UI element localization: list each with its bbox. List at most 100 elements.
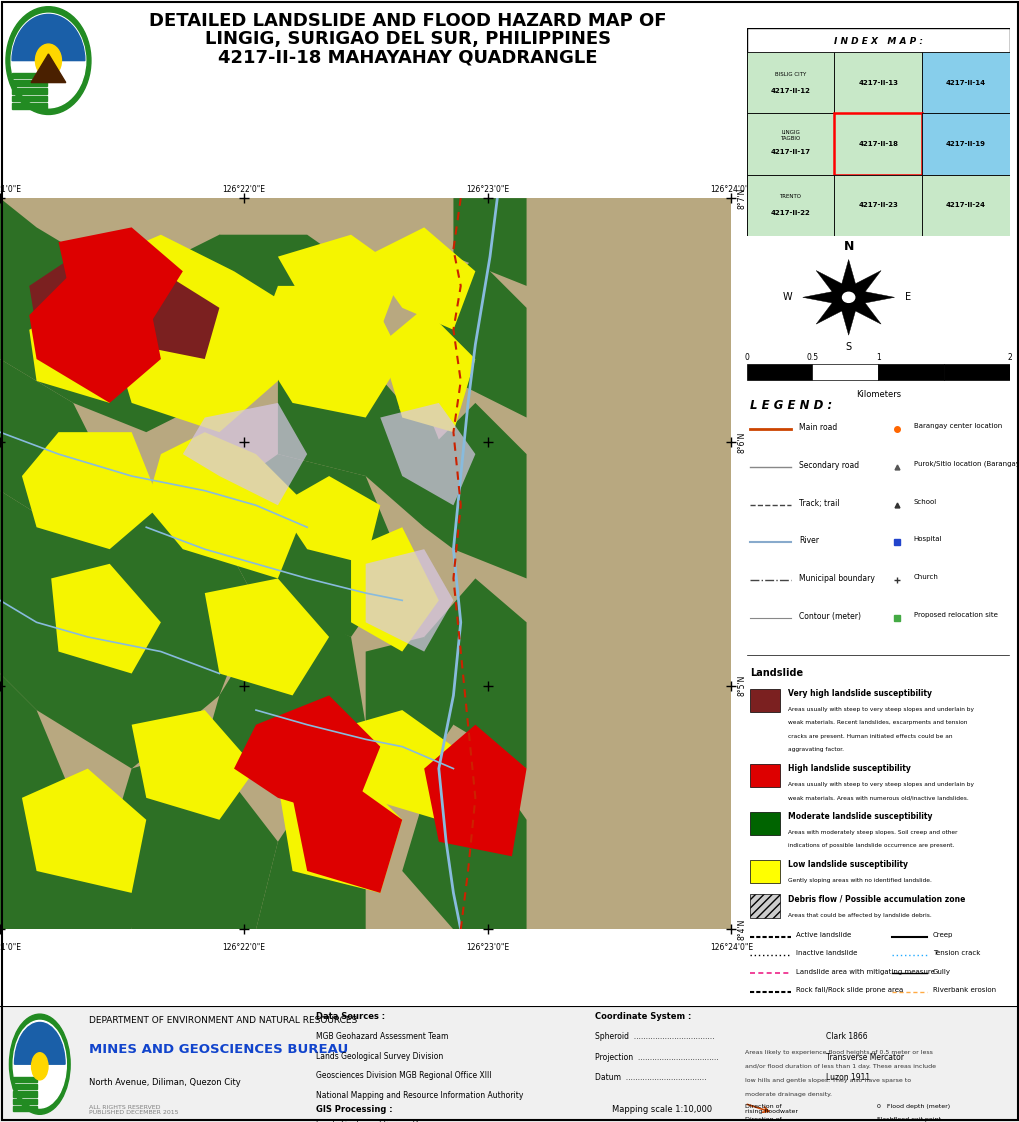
Polygon shape: [366, 637, 453, 769]
Polygon shape: [380, 403, 475, 505]
Text: LINGIG, SURIGAO DEL SUR, PHILIPPINES: LINGIG, SURIGAO DEL SUR, PHILIPPINES: [205, 30, 610, 48]
Text: Spheroid  ..................................: Spheroid ...............................…: [594, 1032, 713, 1041]
Text: Kilometers: Kilometers: [855, 390, 900, 399]
Text: and/or flood duration of less than 1 day. These areas include: and/or flood duration of less than 1 day…: [744, 1064, 934, 1069]
Polygon shape: [453, 199, 526, 286]
Polygon shape: [30, 307, 131, 403]
Text: Flashflood exit point: Flashflood exit point: [876, 1118, 941, 1122]
Bar: [749, 859, 780, 883]
Text: 8°6'N: 8°6'N: [737, 431, 746, 452]
Bar: [746, 53, 834, 113]
Bar: [12, 81, 47, 86]
Text: Areas usually with steep to very steep slopes and underlain by: Areas usually with steep to very steep s…: [788, 782, 973, 787]
Polygon shape: [351, 527, 438, 652]
Bar: [921, 175, 1009, 236]
Polygon shape: [58, 228, 182, 330]
Polygon shape: [110, 234, 233, 330]
Text: weak materials. Recent landslides, escarpments and tension: weak materials. Recent landslides, escar…: [788, 720, 966, 726]
Text: 4217-II-14: 4217-II-14: [945, 80, 985, 85]
Text: BISLIG CITY: BISLIG CITY: [774, 72, 805, 77]
Text: Creep: Creep: [932, 932, 953, 938]
Polygon shape: [182, 403, 307, 505]
Text: Projection  ..................................: Projection .............................…: [594, 1052, 717, 1061]
Bar: [13, 1077, 38, 1082]
Text: 4217-II-18 MAHAYAHAY QUADRANGLE: 4217-II-18 MAHAYAHAY QUADRANGLE: [218, 48, 597, 66]
Text: Data Sources :: Data Sources :: [316, 1012, 385, 1021]
Polygon shape: [219, 234, 380, 359]
Bar: [13, 1092, 38, 1096]
Text: Gently sloping areas with no identified landslide.: Gently sloping areas with no identified …: [788, 879, 931, 883]
Circle shape: [9, 1014, 70, 1114]
Bar: [749, 811, 780, 835]
Polygon shape: [110, 746, 277, 929]
Text: 4217-II-23: 4217-II-23: [857, 202, 898, 208]
Bar: [944, 364, 1009, 380]
Circle shape: [13, 1020, 66, 1109]
Polygon shape: [32, 54, 65, 83]
Polygon shape: [0, 359, 110, 527]
Text: Barangay center location: Barangay center location: [913, 423, 1001, 429]
Text: Main road: Main road: [798, 423, 837, 432]
Text: low hills and gentle slopes. They also have sparse to: low hills and gentle slopes. They also h…: [744, 1078, 910, 1083]
Polygon shape: [424, 725, 526, 856]
Text: 1: 1: [875, 352, 879, 361]
Text: Clark 1866: Clark 1866: [825, 1032, 867, 1041]
Text: E: E: [904, 293, 910, 302]
Text: 0   Flood depth (meter): 0 Flood depth (meter): [876, 1104, 950, 1109]
Text: Proposed relocation site: Proposed relocation site: [913, 611, 997, 617]
Text: Landslide: Landslide: [749, 668, 802, 678]
Text: Recent landslide deposits: Recent landslide deposits: [796, 1027, 884, 1032]
Text: Lands Geological Survey Division: Lands Geological Survey Division: [316, 1051, 443, 1060]
Text: I N D E X   M A P :: I N D E X M A P :: [833, 37, 922, 46]
Text: W: W: [783, 293, 792, 302]
Polygon shape: [351, 710, 453, 820]
Text: ALL RIGHTS RESERVED
PUBLISHED DECEMBER 2015: ALL RIGHTS RESERVED PUBLISHED DECEMBER 2…: [89, 1105, 178, 1115]
Text: Mapping scale 1:10,000: Mapping scale 1:10,000: [611, 1105, 711, 1114]
Text: DEPARTMENT OF ENVIRONMENT AND NATURAL RESOURCES: DEPARTMENT OF ENVIRONMENT AND NATURAL RE…: [89, 1015, 357, 1024]
Polygon shape: [0, 490, 88, 710]
Text: Luzon 1911: Luzon 1911: [825, 1074, 869, 1083]
Bar: [921, 113, 1009, 175]
Text: Contour (meter): Contour (meter): [798, 611, 860, 620]
Bar: [749, 764, 780, 787]
Text: Rock fall/Rock slide prone area: Rock fall/Rock slide prone area: [796, 987, 903, 993]
Polygon shape: [205, 579, 329, 696]
Text: Riverbank erosion: Riverbank erosion: [932, 987, 995, 993]
Polygon shape: [380, 307, 475, 432]
Text: MINES AND GEOSCIENCES BUREAU: MINES AND GEOSCIENCES BUREAU: [89, 1043, 347, 1057]
Text: cracks are present. Human initiated effects could be an: cracks are present. Human initiated effe…: [788, 734, 952, 739]
Polygon shape: [58, 476, 256, 673]
Polygon shape: [30, 272, 161, 403]
Ellipse shape: [748, 1024, 784, 1041]
Text: Areas likely to experience flood heights of 0.5 meter or less: Areas likely to experience flood heights…: [744, 1050, 931, 1056]
Text: Very high flood susceptibility: Very high flood susceptibility: [788, 1092, 914, 1101]
Bar: [834, 113, 921, 175]
Text: 8°7'N: 8°7'N: [737, 187, 746, 209]
Circle shape: [32, 1052, 48, 1079]
Polygon shape: [146, 454, 307, 579]
Text: Areas susceptible to ground subsidence/sinkhole development: Areas susceptible to ground subsidence/s…: [796, 1045, 1014, 1050]
Text: 126°22'0"E: 126°22'0"E: [222, 942, 265, 951]
Text: High landslide susceptibility: High landslide susceptibility: [788, 764, 910, 773]
Text: National Mapping and Resource Information Authority: National Mapping and Resource Informatio…: [316, 1091, 523, 1100]
Polygon shape: [22, 432, 161, 549]
Polygon shape: [146, 234, 329, 359]
Text: Areas likely to experience flood heights of greater than: Areas likely to experience flood heights…: [788, 1107, 940, 1113]
Bar: [13, 1098, 38, 1104]
Bar: [12, 103, 47, 109]
Bar: [746, 175, 834, 236]
Polygon shape: [277, 769, 401, 893]
Text: Landslide area with mitigating measure: Landslide area with mitigating measure: [796, 968, 934, 975]
Polygon shape: [131, 710, 256, 820]
Text: Geosciences Division MGB Regional Office XIII: Geosciences Division MGB Regional Office…: [316, 1072, 491, 1080]
Polygon shape: [277, 476, 380, 564]
Text: Areas usually with steep to very steep slopes and underlain by: Areas usually with steep to very steep s…: [788, 707, 973, 712]
Polygon shape: [205, 454, 401, 637]
Wedge shape: [12, 15, 85, 61]
Circle shape: [842, 293, 854, 303]
Text: 126°23'0"E: 126°23'0"E: [466, 185, 508, 194]
Text: Moderate landslide susceptibility: Moderate landslide susceptibility: [788, 811, 931, 820]
Wedge shape: [14, 1022, 65, 1064]
Text: 4217-II-13: 4217-II-13: [857, 80, 898, 85]
Polygon shape: [0, 199, 131, 403]
